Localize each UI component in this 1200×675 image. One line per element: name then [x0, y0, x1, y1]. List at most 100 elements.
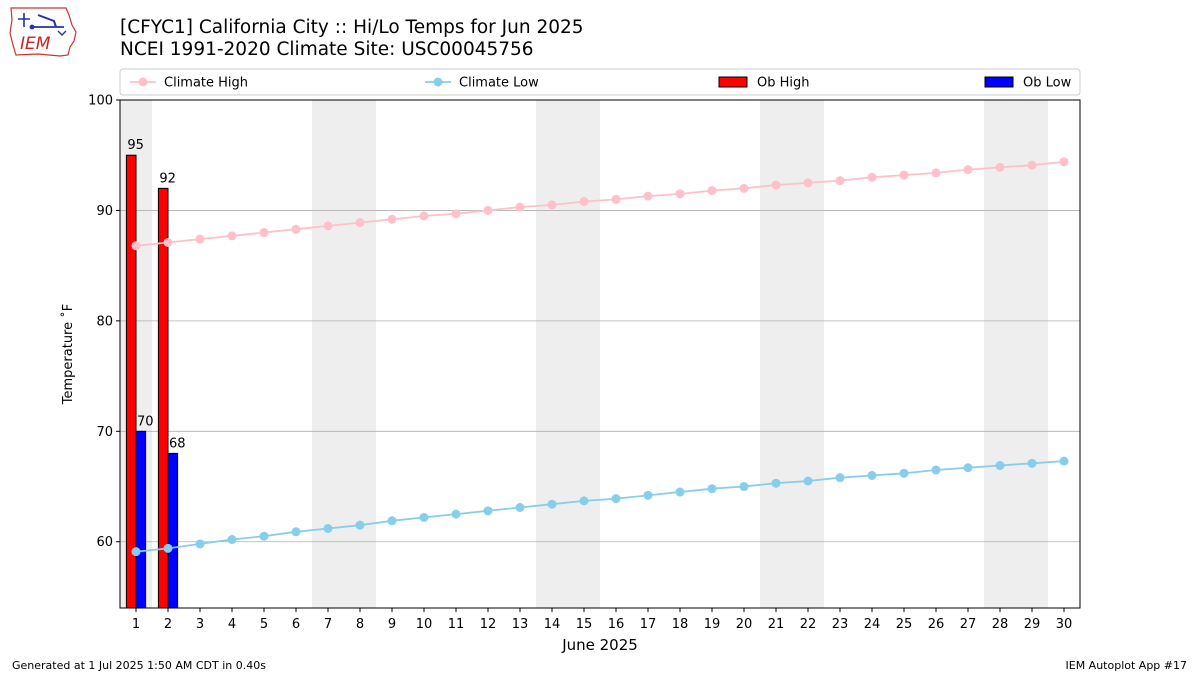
x-tick-label: 3	[196, 617, 204, 632]
point-climate-low	[323, 523, 333, 533]
line-climate-low	[135, 460, 1065, 553]
y-axis: 60 70 80 90 100	[88, 94, 120, 550]
weekend-band	[536, 100, 600, 608]
x-tick-label: 16	[608, 617, 625, 632]
generated-timestamp: Generated at 1 Jul 2025 1:50 AM CDT in 0…	[12, 659, 266, 672]
x-tick-label: 9	[388, 617, 396, 632]
weekend-bands	[120, 100, 1048, 608]
x-tick-label: 19	[704, 617, 721, 632]
y-tick-label: 100	[88, 94, 113, 109]
point-climate-high	[291, 224, 301, 234]
point-climate-high	[1027, 160, 1037, 170]
point-climate-high	[515, 202, 525, 212]
point-climate-high	[227, 231, 237, 241]
point-climate-high	[835, 176, 845, 186]
bar-value-label: 68	[169, 436, 186, 451]
point-climate-high	[931, 168, 941, 178]
point-climate-low	[355, 520, 365, 530]
point-climate-low	[899, 468, 909, 478]
point-climate-low	[419, 512, 429, 522]
x-tick-label: 18	[672, 617, 689, 632]
point-climate-high	[611, 194, 621, 204]
point-climate-high	[1059, 157, 1069, 167]
legend: Climate High Climate Low Ob High Ob Low	[119, 68, 1081, 96]
point-climate-high	[867, 172, 877, 182]
legend-bar-swatch	[984, 76, 1014, 88]
point-climate-low	[835, 473, 845, 483]
line-climate-high	[135, 160, 1065, 247]
x-tick-label: 22	[800, 617, 817, 632]
point-climate-low	[195, 539, 205, 549]
point-climate-low	[547, 499, 557, 509]
legend-item-ob-low: Ob Low	[984, 76, 1072, 91]
bar-ob-low	[167, 452, 179, 609]
legend-marker	[433, 77, 443, 87]
x-tick-label: 21	[768, 617, 785, 632]
x-tick-label: 14	[544, 617, 561, 632]
point-climate-low	[739, 482, 749, 492]
x-tick-label: 17	[640, 617, 657, 632]
point-climate-high	[707, 186, 717, 196]
bar-value-label: 70	[137, 414, 154, 429]
point-climate-high	[195, 234, 205, 244]
point-climate-high	[675, 189, 685, 199]
y-tick-label: 60	[96, 535, 113, 550]
point-climate-high	[899, 170, 909, 180]
point-climate-low	[451, 509, 461, 519]
legend-box	[119, 68, 1081, 96]
point-climate-high	[419, 211, 429, 221]
point-climate-low	[131, 547, 141, 557]
bar-value-label: 95	[127, 138, 144, 153]
point-climate-high	[643, 191, 653, 201]
point-climate-low	[707, 484, 717, 494]
point-climate-low	[515, 503, 525, 513]
point-climate-low	[163, 543, 173, 553]
x-tick-label: 11	[448, 617, 465, 632]
y-tick-label: 90	[96, 204, 113, 219]
x-tick-label: 6	[292, 617, 300, 632]
chart-subtitle: NCEI 1991-2020 Climate Site: USC00045756	[120, 39, 534, 60]
point-climate-high	[131, 241, 141, 251]
legend-item-ob-high: Ob High	[718, 76, 810, 91]
point-climate-low	[483, 506, 493, 516]
point-climate-high	[323, 221, 333, 231]
climate-lines	[131, 157, 1069, 557]
point-climate-high	[739, 183, 749, 193]
point-climate-low	[931, 465, 941, 475]
bar-value-label: 92	[159, 171, 176, 186]
y-axis-label: Temperature ˚F	[60, 304, 76, 405]
app-credit: IEM Autoplot App #17	[1065, 659, 1188, 672]
x-tick-label: 13	[512, 617, 529, 632]
x-tick-label: 5	[260, 617, 268, 632]
legend-marker	[138, 77, 148, 87]
weekend-band	[760, 100, 824, 608]
x-axis: 1 2 3 4 5 6 7 8 9 10 11 12 13 14 15 16 17 18 19 20 21 22 23 24 2…	[132, 608, 1072, 632]
point-climate-low	[867, 470, 877, 480]
x-tick-label: 23	[832, 617, 849, 632]
x-tick-label: 27	[960, 617, 977, 632]
point-climate-high	[163, 237, 173, 247]
legend-label: Ob High	[757, 76, 810, 91]
legend-label: Climate High	[164, 76, 248, 91]
point-climate-low	[803, 476, 813, 486]
point-climate-high	[579, 197, 589, 207]
point-climate-low	[611, 494, 621, 504]
x-tick-label: 20	[736, 617, 753, 632]
point-climate-low	[643, 490, 653, 500]
point-climate-high	[547, 200, 557, 210]
point-climate-high	[483, 205, 493, 215]
point-climate-high	[995, 162, 1005, 172]
point-climate-high	[963, 165, 973, 175]
point-climate-low	[259, 531, 269, 541]
point-climate-low	[995, 461, 1005, 471]
legend-bar-swatch	[718, 76, 748, 88]
x-tick-label: 7	[324, 617, 332, 632]
point-climate-low	[227, 535, 237, 545]
point-climate-high	[451, 209, 461, 219]
x-tick-label: 4	[228, 617, 236, 632]
point-climate-low	[963, 463, 973, 473]
plot-frame	[119, 99, 1081, 609]
legend-label: Ob Low	[1023, 76, 1072, 91]
point-climate-high	[355, 218, 365, 228]
